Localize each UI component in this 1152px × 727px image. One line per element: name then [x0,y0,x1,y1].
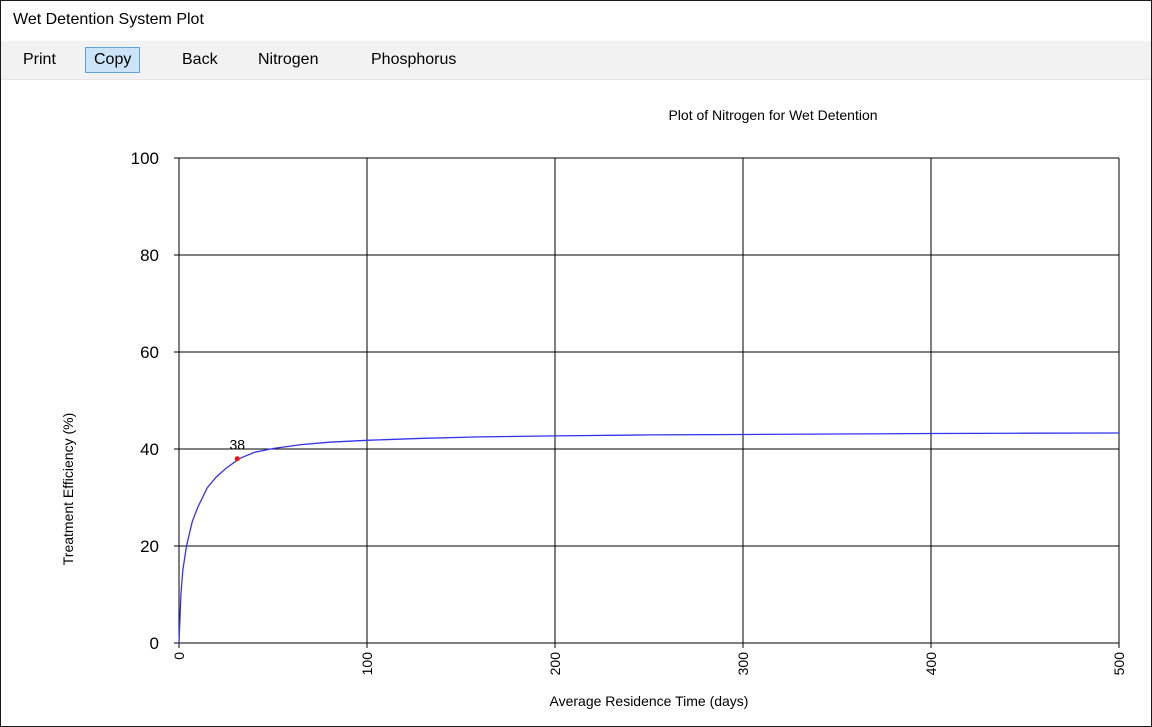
y-tick-label: 60 [140,343,159,362]
x-tick-label: 400 [923,652,939,676]
menu-item-phosphorus[interactable]: Phosphorus [371,51,457,68]
y-axis-label: Treatment Efficiency (%) [60,413,76,566]
series-line-0 [178,432,1120,644]
y-tick-label: 80 [140,246,159,265]
x-axis-label: Average Residence Time (days) [550,693,749,709]
chart-series: 38 [178,432,1120,644]
x-tick-label: 200 [547,652,563,676]
x-tick-label: 500 [1111,652,1127,676]
chart-title: Plot of Nitrogen for Wet Detention [668,107,877,123]
menu-item-nitrogen[interactable]: Nitrogen [258,51,319,68]
y-tick-label: 100 [131,149,159,168]
chart-axes: 0 100 200 300 400 500 0 20 40 60 80 100 [131,149,1127,675]
y-tick-label: 0 [150,634,159,653]
window-title: Wet Detention System Plot [13,11,204,28]
title-bar: Wet Detention System Plot [1,1,1151,41]
menu-item-back[interactable]: Back [182,51,218,68]
x-tick-label: 0 [171,652,187,660]
y-tick-label: 40 [140,440,159,459]
highlight-label: 38 [229,437,245,453]
menu-item-copy[interactable]: Copy [85,47,141,73]
x-tick-label: 100 [359,652,375,676]
y-tick-label: 20 [140,537,159,556]
menu-item-print[interactable]: Print [23,51,56,68]
highlight-point [234,456,240,462]
chart-grid [179,157,1120,643]
menu-bar: Print Copy Back Nitrogen Phosphorus [1,41,1151,80]
plot-area: Plot of Nitrogen for Wet Detention 0 100 2… [1,80,1151,726]
x-tick-label: 300 [735,652,751,676]
nitrogen-efficiency-chart: Plot of Nitrogen for Wet Detention 0 100 2… [60,107,1127,709]
